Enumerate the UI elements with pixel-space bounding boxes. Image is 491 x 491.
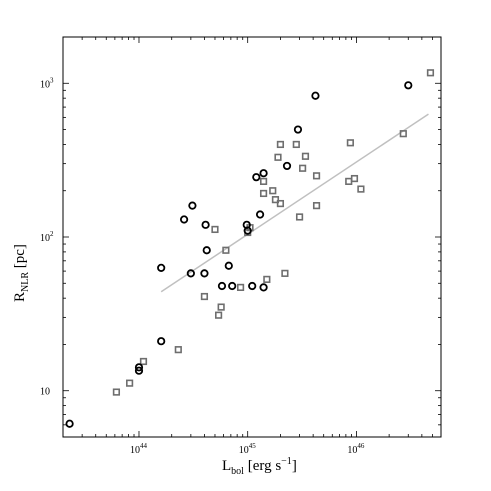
square-marker: [357, 185, 365, 193]
square-marker: [299, 164, 307, 172]
fit-line-layer: [160, 113, 429, 293]
square-marker: [269, 187, 277, 195]
circle-marker: [252, 173, 261, 182]
fit-line: [160, 113, 429, 293]
circle-marker: [404, 81, 413, 90]
square-marker: [399, 130, 407, 138]
square-marker: [274, 153, 282, 161]
circle-marker: [255, 210, 265, 219]
circle-series: [65, 81, 413, 428]
circle-marker: [179, 215, 189, 224]
x-tick-label: 1045: [239, 442, 257, 456]
y-tick-label: 10: [40, 387, 50, 398]
circle-marker: [259, 283, 268, 292]
square-marker: [236, 283, 245, 292]
square-marker: [281, 269, 289, 277]
square-marker: [259, 177, 268, 185]
circle-marker: [248, 281, 257, 291]
circle-marker: [259, 169, 268, 178]
square-marker: [259, 189, 268, 198]
circle-marker: [243, 226, 252, 235]
circle-marker: [188, 201, 197, 210]
x-tick-label: 1044: [130, 442, 148, 456]
square-marker: [215, 311, 223, 319]
circle-marker: [228, 281, 237, 291]
circle-marker: [293, 125, 303, 134]
x-axis-title: Lbol [erg s−1]: [222, 456, 297, 477]
square-marker: [211, 225, 219, 234]
square-marker: [350, 174, 359, 183]
circle-marker: [157, 263, 166, 272]
circle-marker: [224, 261, 233, 270]
circle-marker: [282, 161, 292, 171]
square-marker: [312, 172, 321, 180]
x-tick-label: 1046: [347, 442, 365, 456]
square-marker: [346, 139, 354, 147]
circle-marker: [65, 419, 74, 428]
square-marker: [200, 292, 209, 301]
square-marker: [174, 346, 182, 354]
circle-marker: [200, 269, 209, 278]
circle-marker: [186, 269, 195, 278]
square-series: [112, 69, 435, 396]
square-marker: [263, 275, 271, 283]
y-axis-title: RNLR [pc]: [12, 244, 31, 302]
plot-frame: [62, 36, 442, 438]
square-marker: [426, 69, 435, 77]
circle-marker: [311, 91, 320, 100]
circle-marker: [157, 337, 166, 346]
circle-marker: [201, 220, 210, 229]
square-marker: [139, 357, 148, 366]
square-marker: [112, 388, 121, 396]
square-marker: [292, 140, 300, 149]
square-marker: [301, 152, 310, 160]
y-tick-label: 103: [40, 76, 54, 90]
square-marker: [276, 199, 285, 208]
square-marker: [126, 379, 134, 387]
circle-marker: [217, 281, 227, 291]
square-marker: [217, 303, 225, 311]
square-marker: [295, 213, 304, 221]
square-marker: [271, 196, 280, 204]
square-marker: [312, 202, 321, 210]
square-marker: [222, 246, 230, 254]
circle-marker: [134, 363, 144, 372]
circle-marker: [202, 246, 211, 255]
square-marker: [276, 140, 285, 149]
circle-marker: [134, 366, 144, 375]
y-tick-label: 102: [40, 230, 54, 244]
